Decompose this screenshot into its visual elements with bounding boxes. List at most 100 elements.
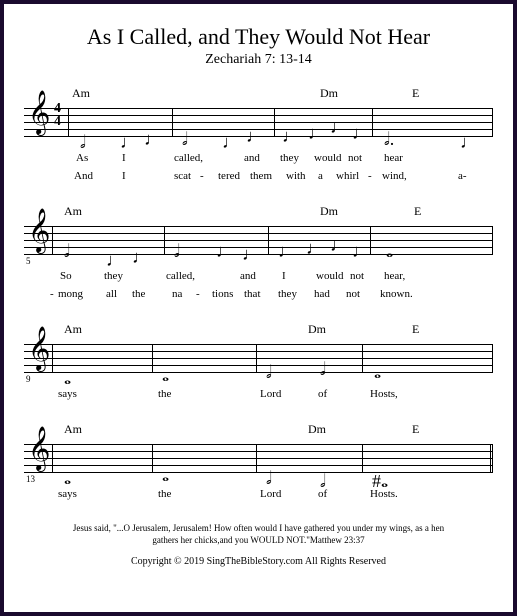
treble-clef-icon: 𝄞 xyxy=(28,330,50,368)
staff: 𝄞13𝅝𝅝𝅗𝅥𝅗𝅥#𝅝 xyxy=(24,436,493,484)
chord-symbol: Am xyxy=(64,422,82,437)
barline xyxy=(52,444,53,473)
lyric-syllable: them xyxy=(250,170,272,182)
lyric-syllable: of xyxy=(318,488,327,500)
note: ♩ xyxy=(132,248,150,266)
barline xyxy=(268,226,269,255)
barline xyxy=(152,444,153,473)
lyric-syllable: I xyxy=(282,270,286,282)
lyric-syllable: - xyxy=(196,288,200,300)
lyric-syllable: not xyxy=(348,152,362,164)
lyric-row-verse-1: saystheLordofHosts. xyxy=(24,488,493,502)
lyric-syllable: Lord xyxy=(260,488,281,500)
barline xyxy=(152,344,153,373)
lyric-syllable: that xyxy=(244,288,261,300)
lyric-syllable: a xyxy=(318,170,323,182)
lyric-row-verse-2: -mongallthena-tionsthattheyhadnotknown. xyxy=(24,288,493,302)
lyric-syllable: mong xyxy=(58,288,83,300)
chord-symbol: Dm xyxy=(308,422,326,437)
lyric-syllable: not xyxy=(346,288,360,300)
barline xyxy=(52,344,53,373)
note: ♩ xyxy=(242,245,260,263)
barline xyxy=(372,108,373,137)
lyric-syllable: called, xyxy=(174,152,203,164)
lyric-syllable: not xyxy=(350,270,364,282)
barline xyxy=(256,344,257,373)
chord-row: AmDmE xyxy=(24,86,493,100)
staff-system: AmDmE𝄞44𝅗𝅥♩♩𝅗𝅥♩♩♩♩♩♩𝅗𝅥.♩AsIcalled,andthe… xyxy=(24,86,493,184)
chord-symbol: E xyxy=(412,86,419,101)
note: ♩ xyxy=(278,242,296,260)
lyric-syllable: the xyxy=(132,288,145,300)
barline xyxy=(492,108,493,137)
staff: 𝄞9𝅝𝅝𝅗𝅥𝅗𝅥𝅝 xyxy=(24,336,493,384)
barline xyxy=(164,226,165,255)
note: ♩ xyxy=(306,239,324,257)
barline xyxy=(492,226,493,255)
barline xyxy=(256,444,257,473)
lyric-syllable: and xyxy=(244,152,260,164)
note: 𝅝 xyxy=(162,466,169,484)
barline xyxy=(362,444,363,473)
chord-row: AmDmE xyxy=(24,204,493,218)
lyric-syllable: I xyxy=(122,170,126,182)
chord-row: Am Dm E xyxy=(24,422,493,436)
note: 𝅝 xyxy=(374,363,381,381)
note: ♩ xyxy=(246,127,264,145)
measure-number: 9 xyxy=(26,374,31,384)
lyric-syllable: And xyxy=(74,170,93,182)
lyric-syllable: the xyxy=(158,488,171,500)
note: ♩ xyxy=(308,124,326,142)
footnote-line-1: Jesus said, "...O Jerusalem, Jerusalem! … xyxy=(73,523,444,533)
chord-symbol: Am xyxy=(64,204,82,219)
lyric-syllable: scat xyxy=(174,170,191,182)
barline xyxy=(370,226,371,255)
lyric-syllable: a- xyxy=(458,170,467,182)
lyric-syllable: wind, xyxy=(382,170,407,182)
lyric-syllable: would xyxy=(316,270,344,282)
barline xyxy=(52,226,53,255)
lyric-syllable: they xyxy=(280,152,299,164)
staff-system: AmDmE𝄞9𝅝𝅝𝅗𝅥𝅗𝅥𝅝saystheLordofHosts, xyxy=(24,322,493,402)
note: ♩ xyxy=(330,236,348,254)
lyric-syllable: Hosts, xyxy=(370,388,398,400)
chord-symbol: Am xyxy=(64,322,82,337)
lyric-syllable: and xyxy=(240,270,256,282)
note: ♩ xyxy=(106,251,124,269)
lyric-row-verse-2: AndIscat-teredthemwithawhirl-wind,a- xyxy=(24,170,493,184)
lyric-syllable: with xyxy=(286,170,306,182)
treble-clef-icon: 𝄞 xyxy=(28,430,50,468)
lyric-syllable: they xyxy=(278,288,297,300)
song-title: As I Called, and They Would Not Hear xyxy=(24,24,493,50)
lyric-syllable: hear xyxy=(384,152,403,164)
note: ♩ xyxy=(282,127,300,145)
measure-number: 13 xyxy=(26,474,35,484)
lyric-syllable: tered xyxy=(218,170,240,182)
treble-clef-icon: 𝄞 xyxy=(28,94,50,132)
barline xyxy=(492,444,493,473)
note: 𝅗𝅥 xyxy=(182,130,188,148)
note: 𝅗𝅥 xyxy=(266,469,272,487)
lyric-syllable: of xyxy=(318,388,327,400)
lyric-syllable: says xyxy=(58,388,77,400)
lyric-syllable: So xyxy=(60,270,72,282)
scripture-reference: Zechariah 7: 13-14 xyxy=(24,52,493,68)
music-systems-container: AmDmE𝄞44𝅗𝅥♩♩𝅗𝅥♩♩♩♩♩♩𝅗𝅥.♩AsIcalled,andthe… xyxy=(24,86,493,502)
chord-symbol: E xyxy=(412,422,419,437)
lyric-syllable: all xyxy=(106,288,117,300)
note: ♩ xyxy=(144,130,162,148)
lyric-syllable: tions xyxy=(212,288,233,300)
note: ♩ xyxy=(120,133,138,151)
lyric-syllable: hear, xyxy=(384,270,405,282)
lyric-syllable: - xyxy=(50,288,54,300)
note: 𝅝 xyxy=(162,366,169,384)
lyric-syllable: had xyxy=(314,288,330,300)
lyric-syllable: As xyxy=(76,152,88,164)
note: 𝅝 xyxy=(386,242,393,260)
chord-symbol: E xyxy=(412,322,419,337)
note: ♩ xyxy=(352,124,370,142)
barline xyxy=(490,444,491,473)
lyric-syllable: called, xyxy=(166,270,195,282)
time-signature: 44 xyxy=(54,102,61,128)
barline xyxy=(492,344,493,373)
